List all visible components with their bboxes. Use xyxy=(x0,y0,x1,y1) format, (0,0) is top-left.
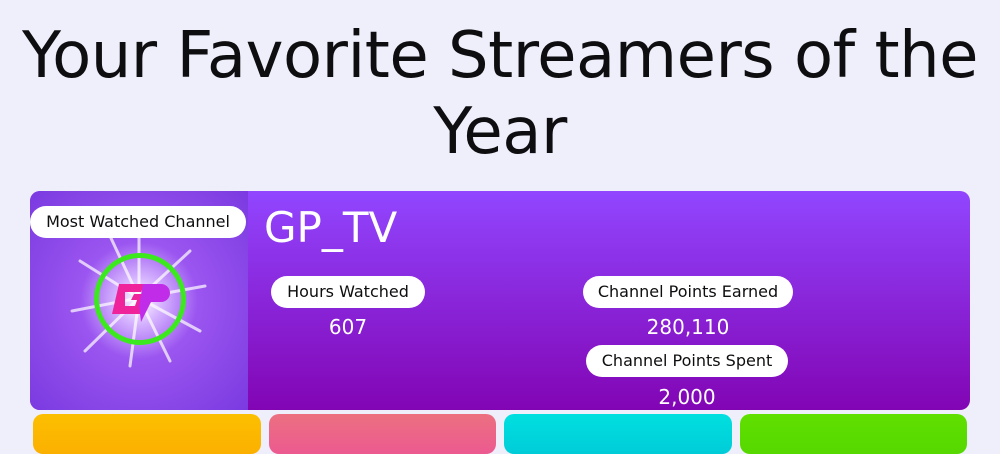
channel-points-spent-label: Channel Points Spent xyxy=(586,345,788,377)
most-watched-channel-card: Most Watched Channel GP_TV Hours Watched… xyxy=(30,191,970,410)
channel-points-spent-value: 2,000 xyxy=(658,385,716,409)
channel-points-earned-label: Channel Points Earned xyxy=(583,276,793,308)
channel-name: GP_TV xyxy=(264,203,398,252)
page-title: Your Favorite Streamers of the Year xyxy=(21,19,979,169)
streamer-card-2 xyxy=(33,414,261,454)
streamer-card-3 xyxy=(269,414,496,454)
hours-watched-value: 607 xyxy=(328,315,368,339)
hours-watched-label: Hours Watched xyxy=(271,276,425,308)
channel-points-earned-value: 280,110 xyxy=(646,315,730,339)
channel-image: Most Watched Channel xyxy=(30,191,248,410)
streamer-card-4 xyxy=(504,414,732,454)
most-watched-badge: Most Watched Channel xyxy=(30,206,246,238)
streamer-card-5 xyxy=(740,414,967,454)
gp-tv-logo-icon xyxy=(94,253,186,345)
